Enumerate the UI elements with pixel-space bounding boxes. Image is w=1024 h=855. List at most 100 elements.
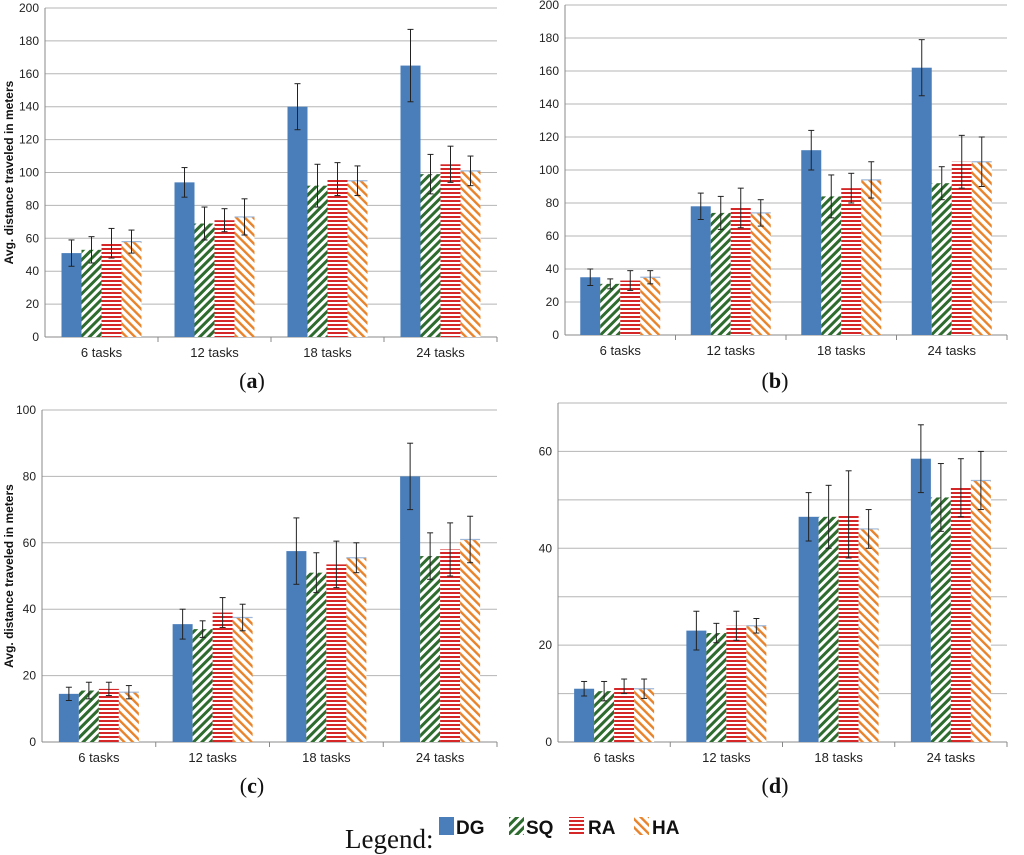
panel-label-close: ) xyxy=(781,773,788,798)
bar-dg xyxy=(686,630,707,742)
legend-label-sq: SQ xyxy=(526,818,553,839)
bar-sq xyxy=(194,223,215,337)
x-tick-label: 18 tasks xyxy=(814,750,863,765)
bar-sq xyxy=(594,691,615,742)
bar-dg xyxy=(58,693,79,742)
bar-ha xyxy=(121,241,142,337)
y-tick-label: 40 xyxy=(23,602,37,616)
bar-ra xyxy=(950,487,971,742)
x-tick-label: 24 tasks xyxy=(927,750,976,765)
x-tick-label: 12 tasks xyxy=(190,345,239,360)
bar-sq xyxy=(706,633,727,742)
x-tick-label: 24 tasks xyxy=(928,343,977,358)
chart-panel-a: 0 20 40 60 80 100 120 140 160 180 200 Avg. distance… xyxy=(2,1,498,393)
panel-label: (d) xyxy=(762,773,789,798)
panel-label-open: ( xyxy=(762,773,769,798)
bar-ra xyxy=(620,280,641,335)
bar-ra xyxy=(98,688,119,742)
legend-swatch-ra xyxy=(569,817,584,835)
y-tick-label: 80 xyxy=(23,469,37,483)
bar-ha xyxy=(634,688,655,742)
panel-label-open: ( xyxy=(239,368,246,393)
y-axis-label: Avg. distance traveled in meters xyxy=(2,80,16,264)
bar-ha xyxy=(746,625,767,742)
y-tick-label: 140 xyxy=(539,97,559,111)
y-tick-label: 60 xyxy=(26,231,40,245)
legend-swatch-dg xyxy=(439,817,454,835)
y-tick-label: 20 xyxy=(539,638,553,652)
panel-label: (b) xyxy=(762,368,789,393)
y-tick-label: 60 xyxy=(539,444,553,458)
x-tick-label: 18 tasks xyxy=(303,345,352,360)
bar-ra xyxy=(327,179,348,337)
bar-sq xyxy=(81,249,102,337)
y-tick-label: 160 xyxy=(19,67,39,81)
chart-panel-d: 0 20 40 60 6 tasks 12 tasks 18 tasks 24 tasks (d… xyxy=(539,402,1008,798)
y-tick-label: 0 xyxy=(32,330,39,344)
bar-dg xyxy=(172,624,193,742)
y-tick-label: 100 xyxy=(539,163,559,177)
bar-dg xyxy=(580,277,601,335)
y-tick-label: 160 xyxy=(539,64,559,78)
y-tick-label: 40 xyxy=(546,262,560,276)
panel-label: (c) xyxy=(240,773,264,798)
bar-dg xyxy=(286,551,307,742)
legend-label-dg: DG xyxy=(456,818,485,839)
y-tick-label: 0 xyxy=(545,735,552,749)
bar-ha xyxy=(970,480,991,742)
x-tick-label: 6 tasks xyxy=(600,343,642,358)
bar-ha xyxy=(232,617,253,742)
bar-dg xyxy=(574,688,595,742)
legend-entry-sq: SQ xyxy=(509,817,553,839)
bar-ra xyxy=(730,207,751,335)
y-tick-label: 180 xyxy=(19,34,39,48)
bar-ha xyxy=(460,170,481,337)
bar-dg xyxy=(400,65,421,337)
bar-dg xyxy=(174,182,195,337)
bar-ra xyxy=(726,625,747,742)
bar-sq xyxy=(821,196,842,335)
legend-title: Legend: xyxy=(345,824,433,854)
bar-ra xyxy=(212,612,233,742)
bar-ha xyxy=(971,161,992,335)
legend-swatch-ha xyxy=(634,817,649,835)
bar-ra xyxy=(101,243,122,337)
bar-sq xyxy=(818,516,839,742)
y-tick-label: 200 xyxy=(539,0,559,12)
legend-swatch-sq xyxy=(509,817,524,835)
bar-dg xyxy=(801,150,822,335)
legend: Legend: DG SQ RA HA xyxy=(345,817,680,854)
legend-label-ha: HA xyxy=(652,818,680,839)
panel-label-open: ( xyxy=(762,368,769,393)
bar-sq xyxy=(710,212,731,335)
bar-ha xyxy=(347,180,368,337)
y-tick-label: 80 xyxy=(546,196,560,210)
x-tick-label: 18 tasks xyxy=(817,343,866,358)
legend-label-ra: RA xyxy=(588,818,616,839)
bar-sq xyxy=(600,283,621,335)
panel-label-close: ) xyxy=(781,368,788,393)
y-tick-label: 0 xyxy=(29,735,36,749)
panel-label: (a) xyxy=(239,368,265,393)
x-tick-label: 12 tasks xyxy=(702,750,751,765)
bar-sq xyxy=(307,185,328,337)
y-tick-label: 20 xyxy=(546,295,560,309)
bar-ra xyxy=(326,564,347,742)
bar-ra xyxy=(838,514,859,742)
bar-dg xyxy=(911,67,932,335)
bar-dg xyxy=(61,253,82,337)
legend-entry-dg: DG xyxy=(439,817,485,839)
bar-ha xyxy=(640,277,661,335)
bar-ra xyxy=(214,220,235,337)
y-tick-label: 40 xyxy=(26,264,40,278)
y-tick-label: 100 xyxy=(19,166,39,180)
bar-dg xyxy=(400,476,421,742)
x-tick-label: 24 tasks xyxy=(416,750,465,765)
bar-dg xyxy=(287,106,308,337)
bar-ha xyxy=(460,539,481,742)
y-tick-label: 0 xyxy=(552,328,559,342)
bar-ha xyxy=(118,692,139,742)
bar-sq xyxy=(931,183,952,335)
y-axis-label: Avg. distance traveled in meters xyxy=(2,484,16,668)
y-tick-label: 120 xyxy=(19,133,39,147)
